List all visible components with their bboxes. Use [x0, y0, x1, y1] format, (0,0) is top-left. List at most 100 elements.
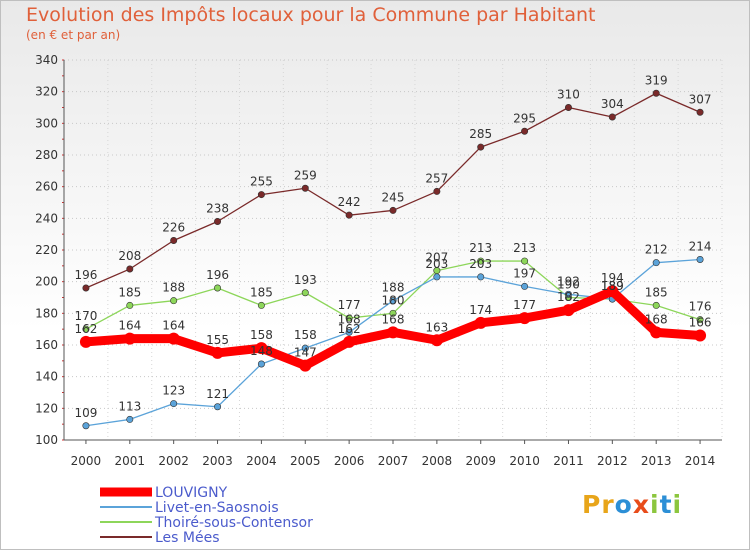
y-tick-label: 120: [35, 401, 58, 415]
x-tick-label: 2012: [597, 454, 628, 468]
data-label: 212: [645, 243, 668, 257]
y-tick-label: 240: [35, 211, 58, 225]
data-point: [214, 284, 222, 292]
legend-label: Thoiré-sous-Contensor: [154, 515, 313, 531]
data-label: 259: [294, 168, 317, 182]
x-tick-label: 2014: [685, 454, 716, 468]
data-label: 245: [382, 190, 405, 204]
proxiti-logo: Proxiti: [582, 490, 683, 519]
x-tick-label: 2001: [115, 454, 146, 468]
x-tick-label: 2013: [641, 454, 672, 468]
data-label: 207: [425, 251, 448, 265]
data-point: [389, 297, 397, 305]
data-point: [474, 316, 487, 329]
data-point: [694, 329, 707, 342]
data-point: [167, 332, 180, 345]
data-label: 203: [469, 257, 492, 271]
data-point: [696, 108, 704, 116]
data-label: 174: [469, 303, 492, 317]
y-tick-label: 260: [35, 180, 58, 194]
data-label: 170: [74, 309, 97, 323]
data-label: 196: [206, 268, 229, 282]
data-label: 147: [294, 346, 317, 360]
data-label: 155: [206, 333, 229, 347]
legend: LOUVIGNYLivet-en-SaosnoisThoiré-sous-Con…: [100, 485, 313, 546]
data-point: [650, 326, 663, 339]
data-label: 238: [206, 202, 229, 216]
data-point: [387, 326, 399, 339]
data-label: 208: [118, 249, 141, 263]
data-point: [652, 259, 660, 267]
data-point: [170, 297, 178, 305]
data-label: 180: [382, 293, 405, 307]
data-point: [562, 304, 575, 317]
data-point: [518, 312, 531, 325]
y-tick-label: 340: [35, 53, 58, 67]
data-label: 109: [74, 406, 97, 420]
data-label: 176: [689, 300, 712, 314]
data-label: 194: [601, 271, 624, 285]
y-tick-label: 320: [35, 85, 58, 99]
data-label: 192: [557, 274, 580, 288]
data-point: [521, 282, 529, 290]
data-label: 158: [294, 328, 317, 342]
x-tick-label: 2003: [202, 454, 233, 468]
data-point: [170, 400, 178, 408]
y-tick-label: 100: [35, 433, 58, 447]
data-point: [257, 191, 265, 199]
data-label: 164: [162, 319, 185, 333]
data-point: [123, 332, 136, 345]
data-label: 197: [513, 266, 536, 280]
data-label: 158: [250, 328, 273, 342]
data-label: 213: [469, 241, 492, 255]
data-point: [214, 218, 222, 226]
data-point: [343, 335, 356, 348]
data-point: [696, 255, 704, 263]
data-point: [345, 314, 353, 322]
data-label: 196: [74, 268, 97, 282]
data-label: 113: [118, 399, 141, 413]
data-label: 185: [250, 285, 273, 299]
x-tick-label: 2007: [378, 454, 409, 468]
x-tick-label: 2004: [246, 454, 277, 468]
x-tick-label: 2009: [465, 454, 496, 468]
data-point: [82, 422, 90, 430]
data-point: [170, 237, 178, 245]
data-point: [257, 301, 265, 309]
chart-title: Evolution des Impôts locaux pour la Comm…: [26, 4, 596, 26]
data-label: 162: [74, 322, 97, 336]
data-point: [652, 89, 660, 97]
data-label: 177: [338, 298, 361, 312]
data-label: 193: [294, 273, 317, 287]
x-tick-label: 2010: [509, 454, 540, 468]
y-tick-label: 180: [35, 306, 58, 320]
data-point: [301, 184, 309, 192]
legend-label: Les Mées: [155, 530, 220, 546]
data-point: [696, 316, 704, 324]
data-label: 285: [469, 127, 492, 141]
data-point: [257, 360, 265, 368]
legend-label: LOUVIGNY: [155, 485, 228, 501]
y-tick-label: 300: [35, 116, 58, 130]
x-tick-label: 2006: [334, 454, 365, 468]
data-point: [564, 290, 572, 298]
data-label: 255: [250, 175, 273, 189]
data-point: [477, 257, 485, 265]
y-tick-label: 220: [35, 243, 58, 257]
data-point: [214, 403, 222, 411]
x-tick-label: 2000: [71, 454, 102, 468]
data-point: [126, 301, 134, 309]
data-label: 185: [118, 285, 141, 299]
data-label: 304: [601, 97, 624, 111]
data-label: 188: [382, 281, 405, 295]
data-point: [433, 273, 441, 281]
data-label: 203: [425, 257, 448, 271]
series-layer: [79, 89, 707, 430]
chart-subtitle: (en € et par an): [26, 28, 121, 42]
x-tick-label: 2011: [553, 454, 584, 468]
x-tick-label: 2008: [422, 454, 453, 468]
x-tick-label: 2005: [290, 454, 321, 468]
data-label: 257: [425, 171, 448, 185]
data-label: 189: [601, 279, 624, 293]
